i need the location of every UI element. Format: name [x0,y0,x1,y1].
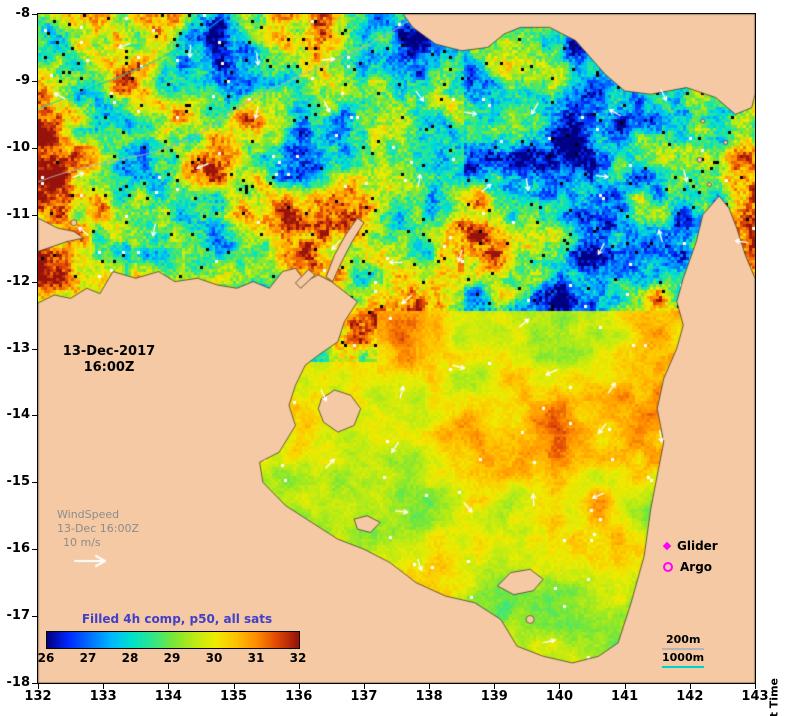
colorbar-tick-label: 31 [247,651,265,665]
depth-1000m-line-icon [662,666,704,668]
y-tick-label: -18 [6,675,31,690]
x-tick-label: 142 [676,689,704,704]
x-tick-mark [429,684,431,689]
x-tick-mark [363,684,365,689]
x-tick-mark [233,684,235,689]
glider-diamond-icon [662,541,672,551]
y-tick-mark [32,683,37,684]
x-tick-label: 141 [611,689,639,704]
x-tick-mark [168,684,170,689]
depth-200m-line-icon [662,648,704,650]
colorbar-tick-label: 30 [205,651,223,665]
colorbar-tick-label: 32 [289,651,307,665]
x-tick-label: 143 [741,689,769,704]
wind-legend-datetime: 13-Dec 16:00Z [57,522,139,535]
x-tick-mark [298,684,300,689]
y-tick-mark [32,549,37,551]
y-tick-label: -8 [15,6,30,21]
map-canvas [38,14,755,683]
x-tick-mark [103,684,105,689]
x-tick-mark [494,684,496,689]
x-tick-label: 139 [480,689,508,704]
y-tick-mark [32,214,37,216]
x-tick-label: 140 [545,689,574,704]
colorbar-tick-label: 29 [163,651,181,665]
y-tick-mark [32,147,37,149]
date-label: 13-Dec-2017 [62,344,156,359]
x-tick-label: 133 [89,689,117,704]
x-tick-mark [689,684,691,689]
argo-legend: Argo [663,560,712,574]
y-tick-label: -10 [6,139,31,155]
y-tick-label: -12 [6,273,31,289]
x-tick-label: 138 [415,689,443,704]
y-tick-mark [32,482,37,484]
time-label: 16:00Z [83,360,135,375]
colorbar-tick-label: 26 [37,651,55,665]
y-tick-label: -11 [6,206,31,222]
x-tick-label: 134 [154,689,182,704]
y-tick-mark [32,281,37,283]
x-tick-mark [755,684,756,689]
glider-label: Glider [677,539,718,553]
colorbar [46,631,300,649]
y-tick-mark [32,348,37,350]
y-tick-mark [32,616,37,618]
y-tick-label: -13 [6,340,31,356]
y-tick-label: -14 [6,407,31,423]
y-tick-label: -9 [15,72,30,88]
wind-legend-speed: 10 m/s [63,536,101,549]
wind-legend-title: WindSpeed [57,508,120,521]
x-tick-label: 137 [350,689,378,704]
y-tick-mark [32,415,37,417]
colorbar-tick-label: 28 [121,651,139,665]
x-tick-label: 136 [285,689,313,704]
y-tick-mark [32,14,37,15]
colorbar-tick-label: 27 [79,651,97,665]
depth-1000m-label: 1000m [662,651,705,664]
argo-label: Argo [680,560,713,574]
x-tick-mark [38,684,39,689]
argo-circle-icon [663,562,673,572]
glider-legend: Glider [662,539,718,553]
y-tick-label: -16 [6,541,31,557]
x-tick-mark [559,684,561,689]
x-tick-mark [624,684,626,689]
colorbar-title: Filled 4h comp, p50, all sats [81,612,273,626]
y-tick-mark [32,80,37,82]
y-tick-label: -15 [6,474,31,490]
depth-200m-label: 200m [666,633,701,646]
x-tick-label: 132 [24,689,52,704]
y-tick-label: -17 [6,608,31,624]
x-tick-label: 135 [219,689,248,704]
